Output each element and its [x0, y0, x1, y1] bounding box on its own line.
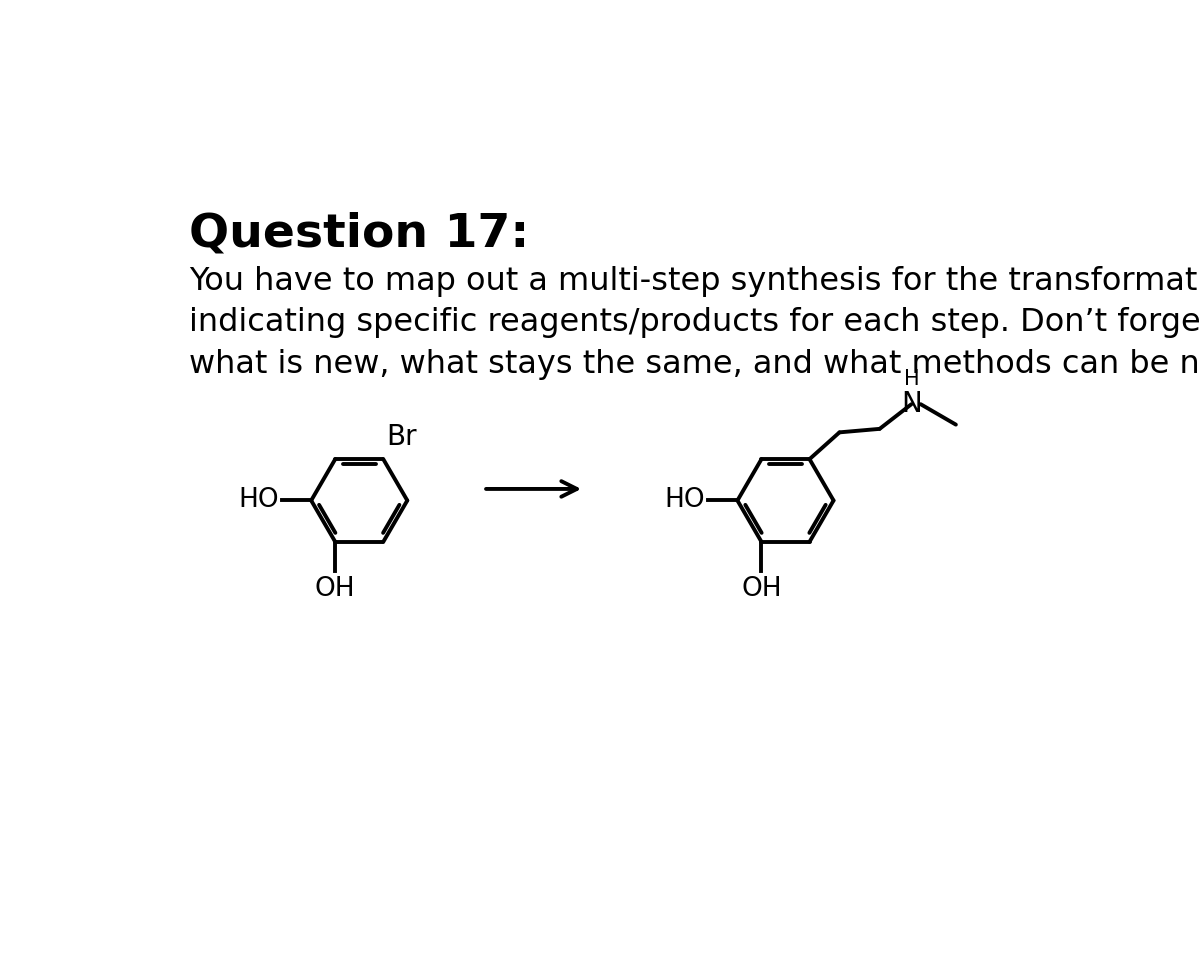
Text: H: H: [904, 369, 919, 389]
Text: HO: HO: [665, 488, 704, 513]
Text: Question 17:: Question 17:: [188, 211, 529, 257]
Text: You have to map out a multi-step synthesis for the transformation below,
indicat: You have to map out a multi-step synthes…: [188, 266, 1200, 380]
Text: N: N: [901, 390, 922, 418]
Text: HO: HO: [238, 488, 278, 513]
Text: OH: OH: [314, 576, 355, 601]
Text: Br: Br: [386, 424, 418, 451]
Text: OH: OH: [742, 576, 781, 601]
